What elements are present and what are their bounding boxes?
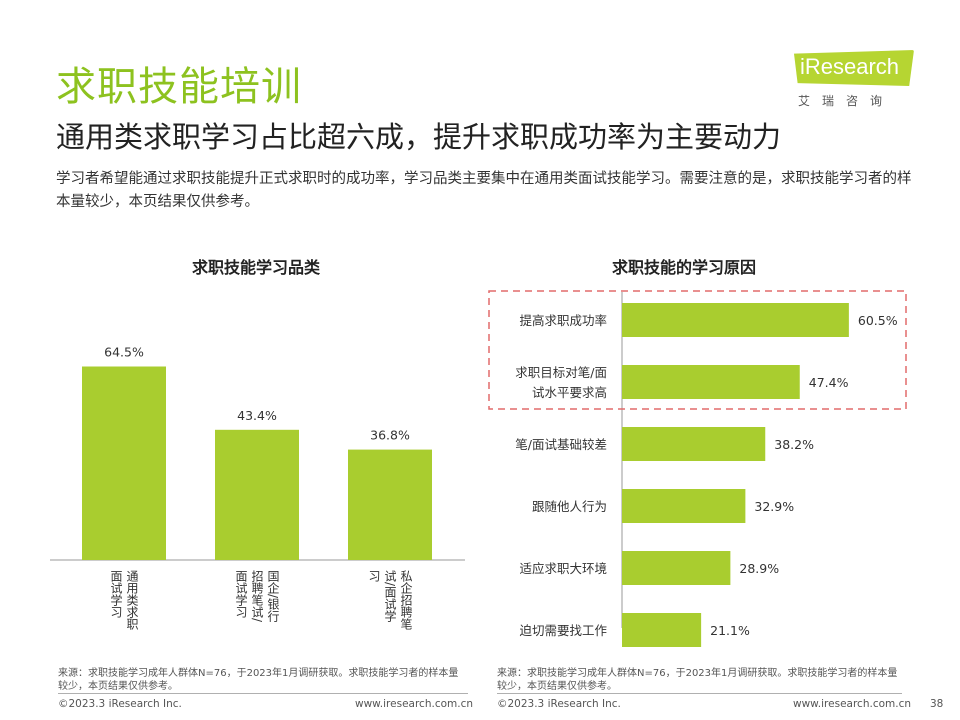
- iresearch-logo: iResearch 艾瑞咨询: [790, 46, 918, 112]
- page-number: 38: [930, 698, 944, 710]
- left-chart-category-label-1-1: 招聘笔试/: [250, 570, 264, 623]
- right-chart-bar-0: [622, 303, 849, 337]
- website-link-left[interactable]: www.iresearch.com.cn: [355, 698, 474, 710]
- right-chart-value-label-2: 38.2%: [774, 437, 814, 452]
- right-chart-value-label-5: 21.1%: [710, 623, 750, 638]
- footer-divider-left: [58, 693, 468, 694]
- left-chart-category-label-1-2: 面试学习: [234, 570, 248, 618]
- left-chart-value-label-0: 64.5%: [104, 345, 144, 360]
- right-chart-bar-1: [622, 365, 800, 399]
- left-chart-category-label-0-0: 通用类求职: [125, 570, 139, 630]
- right-chart-value-label-1: 47.4%: [809, 375, 849, 390]
- logo-cn-text: 艾瑞咨询: [798, 94, 895, 108]
- right-chart-bar-5: [622, 613, 702, 647]
- source-note-left: 来源：求职技能学习成年人群体N=76，于2023年1月调研获取。求职技能学习者的…: [58, 668, 459, 692]
- right-chart-value-label-3: 32.9%: [754, 499, 794, 514]
- copyright-right: ©2023.3 iResearch Inc.: [497, 698, 621, 710]
- right-chart-value-label-0: 60.5%: [858, 313, 898, 328]
- left-chart-category-label-0-1: 面试学习: [109, 570, 123, 618]
- source-note-right: 来源：求职技能学习成年人群体N=76，于2023年1月调研获取。求职技能学习者的…: [497, 668, 898, 692]
- right-chart-bar-2: [622, 427, 766, 461]
- website-link-right[interactable]: www.iresearch.com.cn: [793, 698, 912, 710]
- logo-text: iResearch: [800, 54, 900, 79]
- left-chart-category-label-2-2: 习: [367, 570, 381, 582]
- right-chart-bar-4: [622, 551, 731, 585]
- left-chart-category-label-2-0: 私企招聘笔: [399, 570, 413, 630]
- footer-divider-right: [497, 693, 902, 694]
- right-chart-category-label-1-0: 求职目标对笔/面: [515, 365, 607, 380]
- page-title: 求职技能培训: [56, 64, 302, 110]
- logo-badge: [794, 50, 914, 86]
- right-chart-bar-3: [622, 489, 746, 523]
- left-chart-bar-2: [348, 449, 432, 560]
- right-chart-category-label-2-0: 笔/面试基础较差: [515, 437, 607, 452]
- page-subtitle: 通用类求职学习占比超六成，提升求职成功率为主要动力: [56, 120, 782, 154]
- left-chart-bar-1: [215, 429, 299, 560]
- left-chart-value-label-1: 43.4%: [237, 408, 277, 423]
- copyright-left: ©2023.3 iResearch Inc.: [58, 698, 182, 710]
- chart-left-title: 求职技能学习品类: [192, 258, 321, 277]
- right-chart-category-label-0-0: 提高求职成功率: [519, 313, 607, 328]
- left-chart-category-label-1-0: 国企/银行: [266, 570, 280, 622]
- left-chart-category-label-2-1: 试/面试学: [383, 569, 397, 622]
- right-chart-category-label-1-1: 试水平要求高: [532, 385, 607, 400]
- right-chart-category-label-5-0: 迫切需要找工作: [519, 623, 607, 638]
- left-chart-bar-0: [82, 366, 166, 560]
- right-chart-category-label-3-0: 跟随他人行为: [532, 499, 607, 514]
- chart-right-title: 求职技能的学习原因: [612, 258, 757, 277]
- left-chart-value-label-2: 36.8%: [370, 428, 410, 443]
- right-chart-value-label-4: 28.9%: [739, 561, 779, 576]
- page-description: 学习者希望能通过求职技能提升正式求职时的成功率，学习品类主要集中在通用类面试技能…: [56, 171, 912, 210]
- right-chart-category-label-4-0: 适应求职大环境: [519, 561, 607, 576]
- highlight-box: [488, 290, 907, 410]
